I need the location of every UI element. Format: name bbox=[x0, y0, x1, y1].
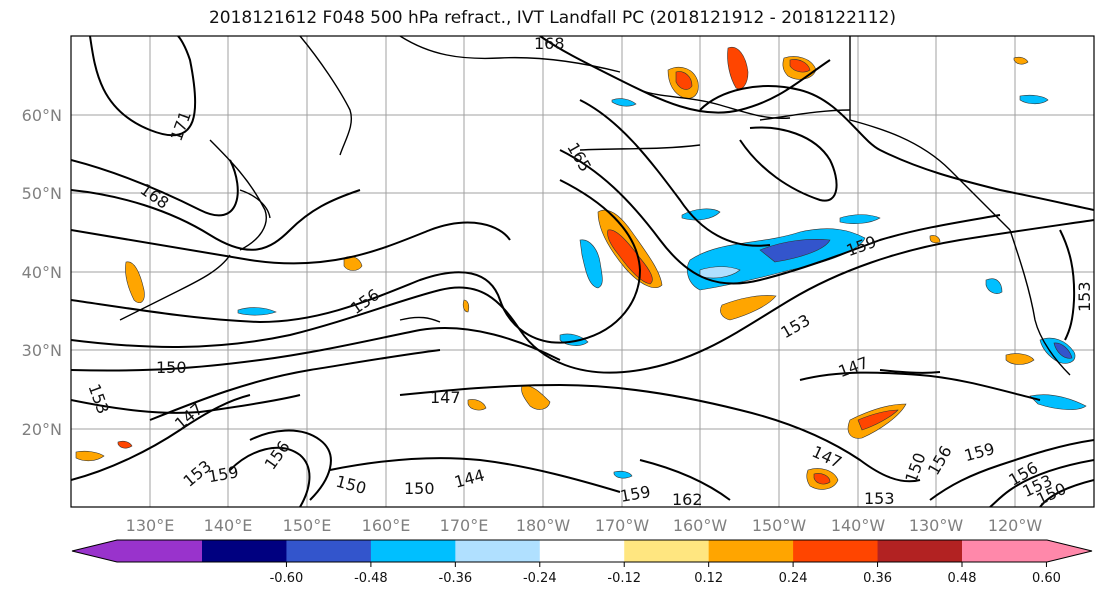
contour-label: 153 bbox=[864, 489, 895, 508]
map-title: 2018121612 F048 500 hPa refract., IVT La… bbox=[208, 8, 896, 28]
refractivity-contours bbox=[71, 36, 1094, 507]
longitude-labels: 130°E 140°E 150°E 160°E 170°E 180°W 170°… bbox=[126, 516, 1043, 535]
colorbar-tick-label: -0.12 bbox=[607, 571, 641, 586]
colorbar-segment bbox=[539, 540, 625, 562]
lat-label: 20°N bbox=[22, 420, 62, 439]
colorbar-segment bbox=[455, 540, 541, 562]
lon-label: 170°E bbox=[440, 516, 489, 535]
lon-label: 140°W bbox=[831, 516, 886, 535]
latitude-labels: 20°N 30°N 40°N 50°N 60°N bbox=[22, 106, 62, 439]
colorbar-segment bbox=[793, 540, 879, 562]
colorbar-segment bbox=[202, 540, 287, 562]
colorbar-segment bbox=[708, 540, 794, 562]
colorbar-tick-label: -0.60 bbox=[270, 571, 304, 586]
lon-label: 160°E bbox=[362, 516, 411, 535]
contour-label: 150 bbox=[404, 479, 435, 498]
lat-label: 40°N bbox=[22, 263, 62, 282]
colorbar-tick-label: -0.24 bbox=[523, 571, 557, 586]
colorbar-tick-label: -0.36 bbox=[439, 571, 473, 586]
lon-label: 180°W bbox=[516, 516, 571, 535]
colorbar-tick-label: -0.48 bbox=[354, 571, 388, 586]
lon-label: 150°E bbox=[283, 516, 332, 535]
lon-label: 160°W bbox=[673, 516, 728, 535]
lon-label: 130°W bbox=[909, 516, 964, 535]
lon-label: 130°E bbox=[126, 516, 175, 535]
colorbar-segment bbox=[624, 540, 710, 562]
colorbar-tick-label: 0.12 bbox=[694, 571, 723, 586]
lat-label: 30°N bbox=[22, 341, 62, 360]
map-frame bbox=[70, 35, 1095, 508]
contour-label: 147 bbox=[430, 388, 461, 407]
lon-label: 170°W bbox=[595, 516, 650, 535]
contour-label: 153 bbox=[1075, 281, 1094, 312]
colorbar-tick-label: 0.48 bbox=[948, 571, 977, 586]
contour-label: 162 bbox=[672, 490, 703, 509]
graticule bbox=[71, 36, 1094, 507]
colorbar-tick-label: 0.36 bbox=[863, 571, 892, 586]
colorbar-tick-label: 0.24 bbox=[779, 571, 808, 586]
lat-label: 60°N bbox=[22, 106, 62, 125]
colorbar-outline bbox=[71, 539, 1093, 563]
shaded-field bbox=[75, 46, 1087, 490]
colorbar-segment bbox=[877, 540, 963, 562]
colorbar: -0.60 -0.48 -0.36 -0.24 -0.12 0.12 0.24 0.36 0.4… bbox=[71, 539, 1093, 586]
coastlines bbox=[119, 36, 1071, 376]
lat-label: 50°N bbox=[22, 184, 62, 203]
contour-label: 150 bbox=[156, 358, 187, 377]
colorbar-segment bbox=[286, 540, 372, 562]
contour-label: 168 bbox=[534, 34, 565, 53]
colorbar-segment bbox=[370, 540, 456, 562]
colorbar-extension-low bbox=[72, 540, 202, 562]
lon-label: 140°E bbox=[204, 516, 253, 535]
colorbar-extension-high bbox=[962, 540, 1092, 562]
colorbar-tick-label: 0.60 bbox=[1032, 571, 1061, 586]
lon-label: 120°W bbox=[988, 516, 1043, 535]
lon-label: 150°W bbox=[752, 516, 807, 535]
